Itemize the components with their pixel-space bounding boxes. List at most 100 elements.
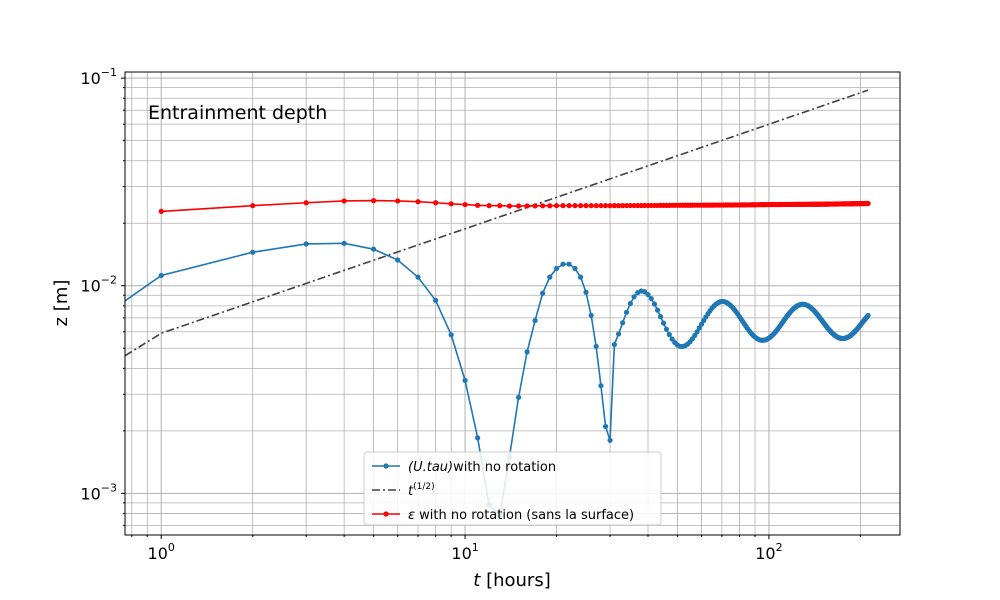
series-point-u-tau	[660, 320, 667, 326]
series-point-u-tau	[540, 290, 546, 296]
series-point-u-tau	[620, 320, 626, 326]
x-tick-label: 100	[148, 541, 175, 563]
series-point-epsilon	[448, 201, 454, 207]
legend-marker	[383, 463, 389, 469]
series-point-u-tau	[341, 240, 347, 246]
y-tick-label-base: 10	[80, 484, 100, 503]
series-point-u-tau	[645, 291, 651, 298]
plot-area	[125, 89, 871, 519]
series-point-u-tau	[598, 383, 604, 389]
y-tick-label-exponent: −1	[101, 66, 117, 79]
series-point-epsilon	[631, 202, 637, 209]
series-point-u-tau	[433, 297, 439, 303]
y-tick-label-base: 10	[80, 277, 100, 296]
series-point-u-tau	[631, 294, 637, 300]
series-point-u-tau	[553, 265, 560, 272]
x-axis-label-suffix: [hours]	[480, 570, 550, 591]
y-axis-label: z [m]	[51, 280, 72, 327]
series-point-epsilon	[560, 203, 566, 209]
y-tick-label: 10−1	[80, 66, 117, 88]
series-point-u-tau	[448, 332, 454, 338]
series-point-u-tau	[395, 257, 401, 263]
series-point-u-tau	[566, 261, 572, 267]
y-tick-label-base: 10	[80, 69, 100, 88]
series-point-u-tau	[602, 423, 609, 430]
series-point-u-tau	[663, 326, 670, 332]
series-point-u-tau	[578, 274, 584, 280]
legend-entry-text: ε with no rotation (sans la surface)	[408, 508, 634, 523]
series-point-u-tau	[415, 274, 421, 280]
series-point-u-tau	[515, 394, 522, 400]
legend-entry-rest: with no rotation	[453, 460, 556, 475]
series-point-epsilon	[553, 203, 560, 209]
series-point-epsilon	[598, 203, 604, 209]
x-tick-label: 101	[451, 541, 478, 563]
series-point-u-tau	[532, 317, 538, 324]
legend-entry-math: ε	[408, 508, 415, 523]
series-point-u-tau	[607, 437, 613, 443]
series-point-u-tau	[303, 241, 309, 247]
legend-entry-superscript: (1/2)	[413, 482, 435, 492]
series-point-epsilon	[486, 203, 492, 209]
x-tick-label-base: 10	[755, 544, 775, 563]
series-point-epsilon	[607, 203, 613, 209]
series-point-u-tau	[475, 435, 481, 441]
series-point-epsilon	[475, 202, 481, 208]
series-point-epsilon	[620, 203, 626, 209]
series-point-epsilon	[532, 203, 538, 209]
series-point-u-tau	[657, 314, 664, 320]
series-point-u-tau	[648, 296, 654, 302]
series-point-u-tau	[524, 349, 530, 355]
series-point-u-tau	[865, 312, 871, 319]
y-tick-label-exponent: −2	[101, 274, 117, 287]
series-point-epsilon	[572, 203, 578, 209]
legend-entry-rest: with no rotation (sans la surface)	[415, 508, 634, 523]
series-point-u-tau	[669, 336, 675, 342]
series-point-epsilon	[623, 202, 630, 209]
series-point-u-tau	[627, 300, 633, 307]
series-point-epsilon	[303, 200, 309, 206]
series-point-epsilon	[611, 203, 617, 209]
series-point-u-tau	[694, 329, 700, 335]
x-axis-label-prefix: t	[473, 570, 481, 591]
series-point-epsilon	[547, 203, 553, 209]
series-point-u-tau	[250, 249, 256, 255]
series-point-u-tau	[583, 289, 589, 295]
series-point-epsilon	[615, 203, 622, 209]
series-point-epsilon	[462, 201, 468, 208]
series-point-u-tau	[371, 246, 377, 252]
x-tick-label-base: 10	[148, 544, 168, 563]
series-point-epsilon	[540, 203, 546, 209]
x-tick-label-exponent: 1	[472, 541, 479, 554]
series-point-epsilon	[433, 200, 439, 206]
series-point-u-tau	[623, 309, 630, 315]
series-line-t-half	[125, 89, 869, 357]
series-point-u-tau	[158, 272, 164, 279]
series-point-epsilon	[602, 203, 609, 209]
legend-entry-text: (U.tau)with no rotation	[408, 460, 556, 475]
y-tick-label: 10−2	[80, 274, 117, 296]
x-axis-label: t [hours]	[473, 570, 550, 591]
series-point-epsilon	[627, 202, 633, 209]
series-point-epsilon	[395, 198, 401, 204]
series-point-epsilon	[371, 198, 377, 204]
series-point-u-tau	[696, 325, 702, 331]
series-point-u-tau	[593, 343, 599, 350]
x-tick-label-base: 10	[451, 544, 471, 563]
x-tick-label-exponent: 2	[776, 541, 783, 554]
series-point-u-tau	[547, 274, 553, 280]
series-point-u-tau	[651, 301, 658, 307]
series-point-u-tau	[615, 331, 622, 337]
x-tick-label-exponent: 0	[168, 541, 175, 554]
legend-entry-base: t	[408, 484, 414, 499]
series-point-epsilon	[415, 199, 421, 205]
series-point-epsilon	[497, 203, 503, 209]
series-point-epsilon	[515, 203, 522, 209]
series-point-u-tau	[588, 312, 594, 318]
legend-marker	[383, 511, 389, 517]
series-point-u-tau	[560, 261, 566, 267]
series-point-u-tau	[654, 307, 661, 313]
y-tick-label: 10−3	[80, 481, 117, 503]
